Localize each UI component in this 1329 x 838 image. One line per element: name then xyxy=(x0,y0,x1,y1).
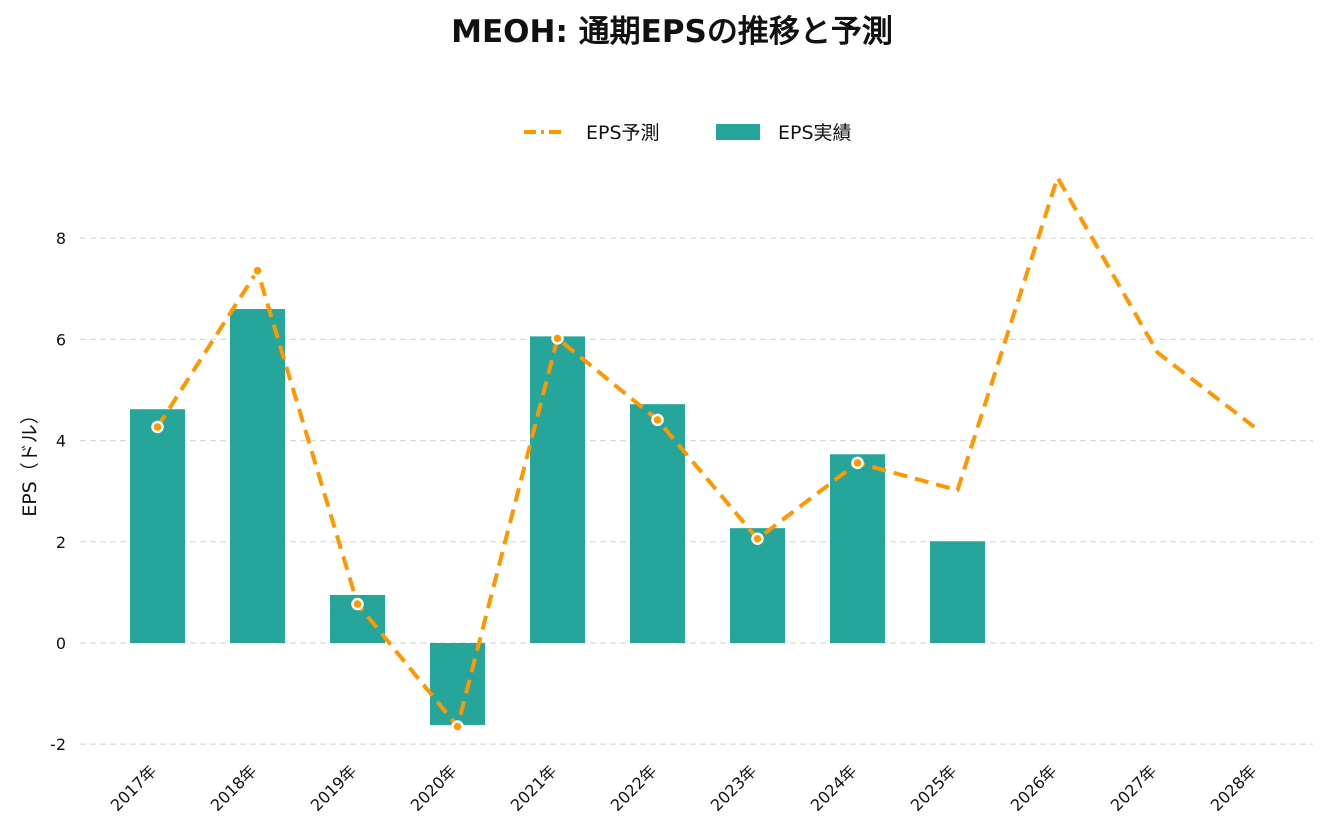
legend: EPS予測 EPS実績 xyxy=(524,122,852,144)
legend-label-forecast: EPS予測 xyxy=(586,122,660,144)
x-tick-label: 2021年 xyxy=(507,761,561,815)
y-tick-label: 4 xyxy=(56,432,66,451)
actual-eps-bars xyxy=(130,309,985,725)
x-tick-label: 2022年 xyxy=(607,761,661,815)
bar xyxy=(830,454,885,643)
data-point xyxy=(151,420,164,434)
data-point xyxy=(251,264,264,277)
legend-label-actual: EPS実績 xyxy=(778,122,852,144)
data-point xyxy=(351,597,364,611)
bar xyxy=(730,528,785,643)
chart-title: MEOH: 通期EPSの推移と予測 xyxy=(451,14,893,50)
grid-lines xyxy=(80,237,1313,745)
data-point xyxy=(551,332,564,345)
x-tick-label: 2024年 xyxy=(807,761,861,815)
series-line xyxy=(155,175,1259,729)
y-tick-label: 8 xyxy=(56,229,66,248)
x-tick-label: 2028年 xyxy=(1207,761,1261,815)
x-tick-label: 2018年 xyxy=(207,761,261,815)
bar xyxy=(630,404,685,643)
bar xyxy=(530,336,585,643)
forecast-eps-markers xyxy=(151,264,864,733)
x-tick-labels: 2017年 2018年 2019年 2020年 2021年 2022年 2023年 2024年… xyxy=(107,761,1261,815)
x-tick-label: 2025年 xyxy=(907,761,961,815)
data-point xyxy=(751,532,764,546)
bar xyxy=(130,409,185,643)
y-tick-label: -2 xyxy=(50,735,66,754)
y-tick-labels: -2 0 2 4 6 8 xyxy=(50,229,66,754)
legend-swatch-actual xyxy=(716,124,760,140)
y-tick-label: 6 xyxy=(56,330,66,349)
x-tick-label: 2023年 xyxy=(707,761,761,815)
forecast-eps-line xyxy=(155,175,1259,729)
x-tick-label: 2026年 xyxy=(1007,761,1061,815)
y-tick-label: 2 xyxy=(56,533,66,552)
data-point xyxy=(851,456,864,470)
bar xyxy=(430,643,485,725)
x-tick-label: 2019年 xyxy=(307,761,361,815)
y-tick-label: 0 xyxy=(56,634,66,653)
bar xyxy=(930,541,985,643)
data-point xyxy=(651,413,664,427)
x-tick-label: 2017年 xyxy=(107,761,161,815)
bar xyxy=(230,309,285,643)
data-point xyxy=(451,720,464,733)
x-tick-label: 2020年 xyxy=(407,761,461,815)
x-tick-label: 2027年 xyxy=(1107,761,1161,815)
y-axis-label: EPS（ドル） xyxy=(19,405,41,517)
